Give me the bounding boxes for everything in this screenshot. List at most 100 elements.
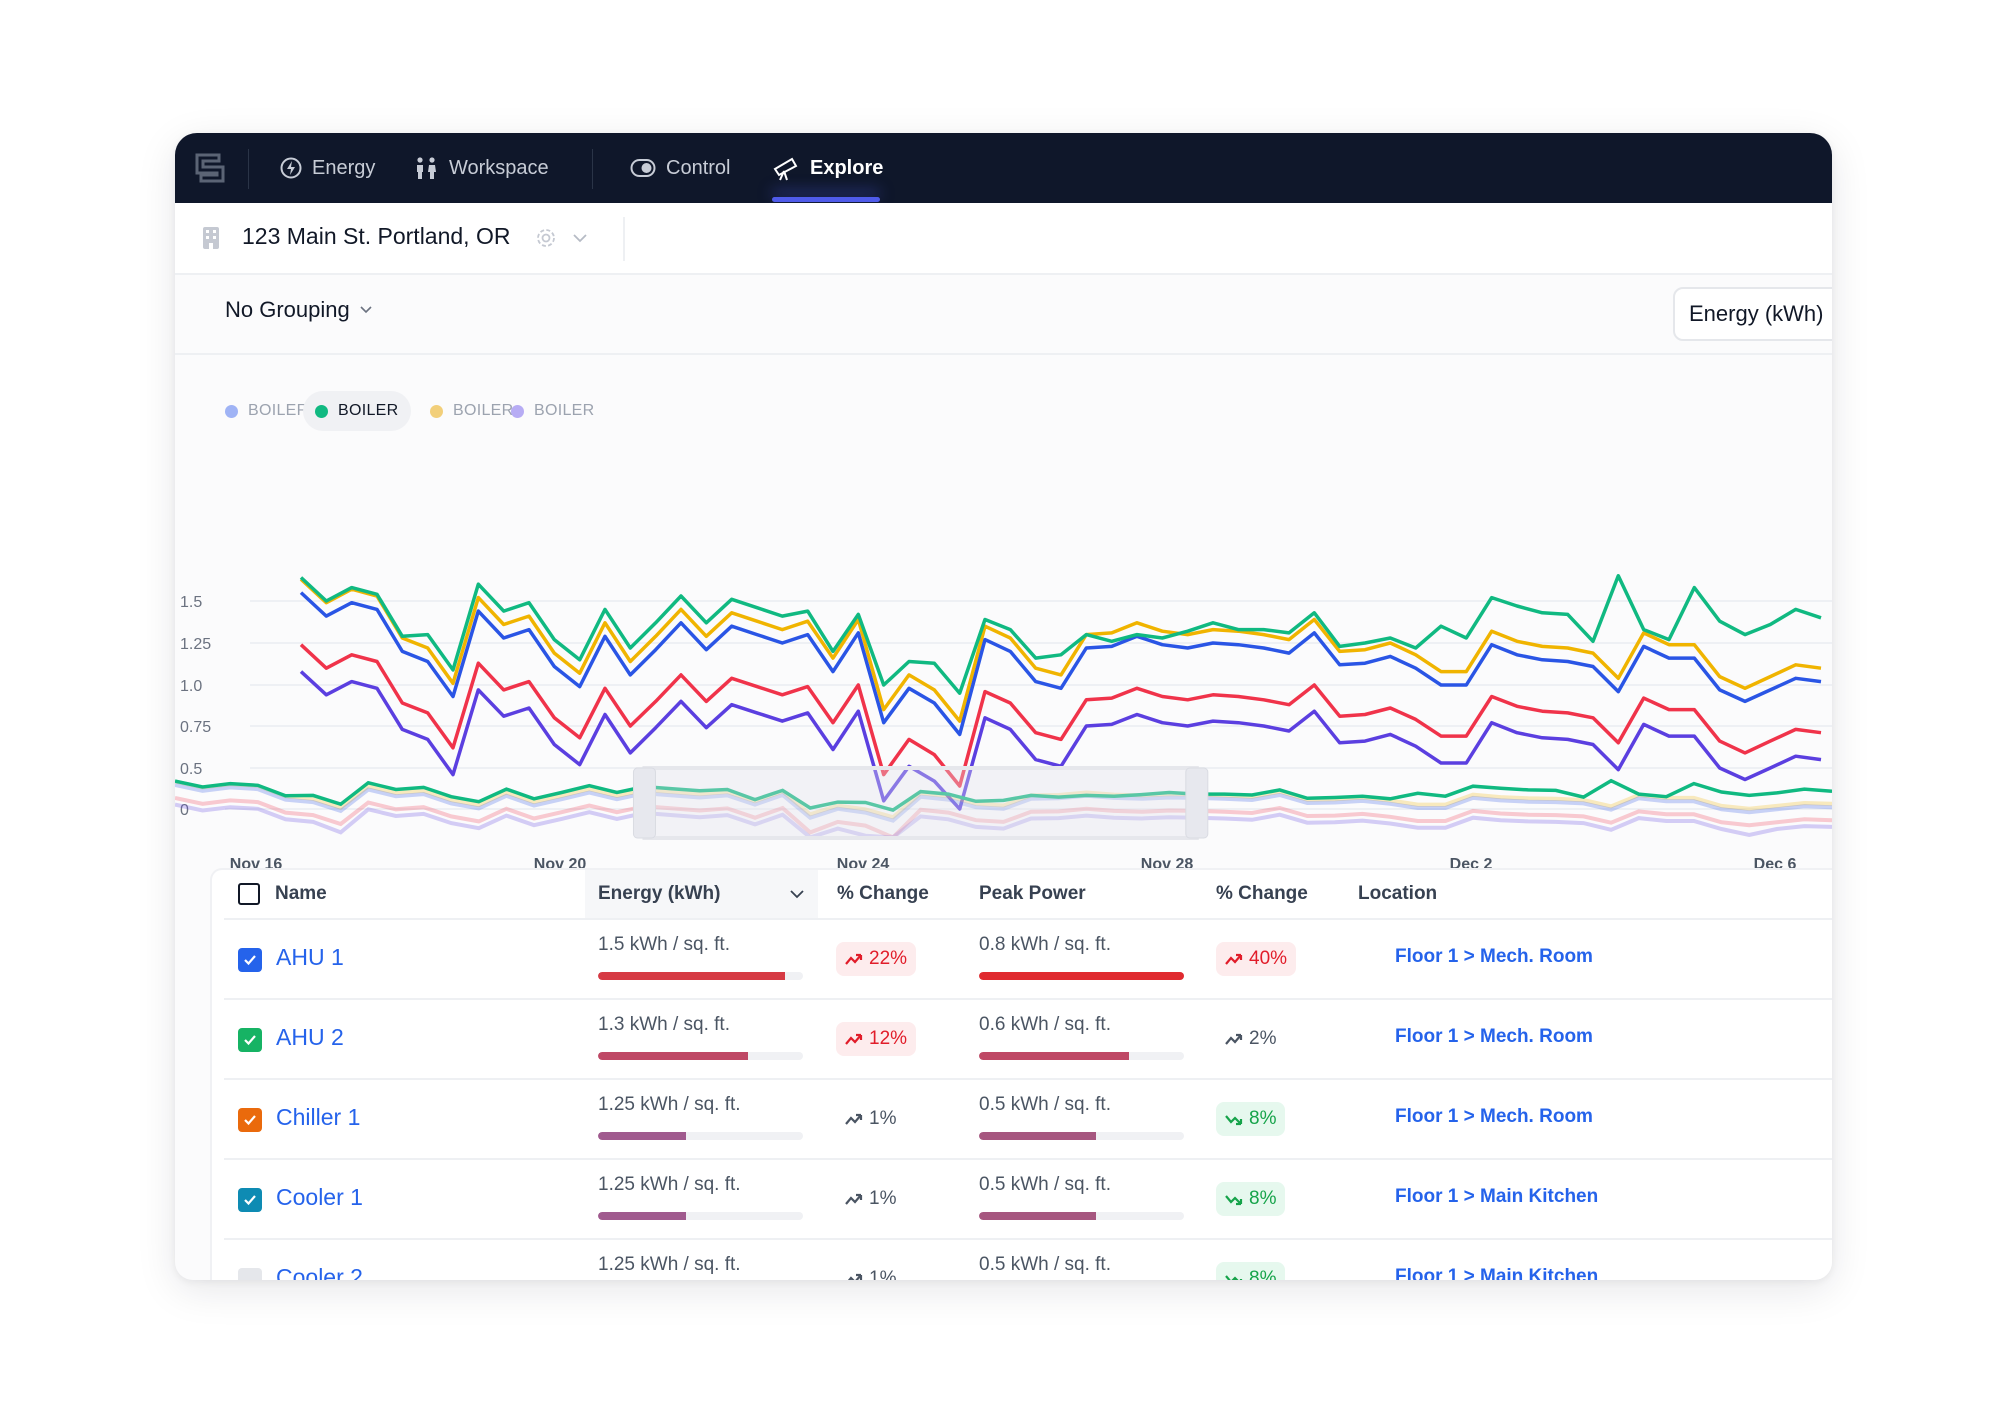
energy-value: 1.25 kWh / sq. ft. — [598, 1174, 741, 1195]
change-value: 12% — [869, 1028, 908, 1049]
location-link[interactable]: Floor 1 > Mech. Room — [1395, 946, 1593, 967]
energy-value: 1.3 kWh / sq. ft. — [598, 1014, 730, 1035]
change-value: 2% — [1249, 1028, 1277, 1049]
chevron-down-icon — [360, 306, 372, 314]
chevron-down-icon[interactable] — [573, 233, 587, 243]
series-line-4 — [299, 574, 1822, 695]
peak-change-badge: 40% — [1216, 942, 1297, 976]
trend-down-icon — [1225, 1194, 1243, 1205]
overview-line-1 — [175, 782, 1832, 823]
series-line-0 — [299, 577, 1822, 723]
table-row[interactable]: Cooler 2 1.25 kWh / sq. ft. 1% 0.5 kWh / sq… — [224, 1238, 1832, 1280]
nav-workspace[interactable]: Workspace — [413, 133, 549, 203]
brush-handle-left[interactable] — [632, 767, 656, 839]
grouping-dropdown[interactable]: No Grouping — [225, 297, 372, 323]
column-header-energy[interactable]: Energy (kWh) — [598, 883, 721, 904]
nav-explore[interactable]: Explore — [772, 133, 883, 203]
location-link[interactable]: Floor 1 > Mech. Room — [1395, 1106, 1593, 1127]
location-name[interactable]: 123 Main St. Portland, OR — [242, 223, 511, 249]
peak-value: 0.5 kWh / sq. ft. — [979, 1174, 1111, 1195]
top-nav: Energy Workspace Control Explore — [175, 133, 1832, 203]
logo-icon[interactable] — [193, 151, 227, 190]
row-name-link[interactable]: Cooler 2 — [276, 1264, 363, 1280]
energy-value: 1.5 kWh / sq. ft. — [598, 934, 730, 955]
toggle-icon — [630, 159, 656, 177]
peak-value: 0.8 kWh / sq. ft. — [979, 934, 1111, 955]
energy-bar — [598, 972, 803, 980]
telescope-icon — [773, 157, 798, 181]
row-checkbox[interactable] — [238, 1028, 262, 1052]
peak-value: 0.5 kWh / sq. ft. — [979, 1094, 1111, 1115]
energy-change-badge: 1% — [836, 1102, 905, 1136]
peak-value: 0.5 kWh / sq. ft. — [979, 1254, 1111, 1275]
y-tick-label: 1.0 — [180, 678, 202, 695]
series-line-2 — [299, 643, 1822, 788]
legend-label: BOILER — [534, 402, 595, 419]
row-checkbox[interactable] — [238, 1188, 262, 1212]
table-row[interactable]: AHU 2 1.3 kWh / sq. ft. 12% 0.6 kWh / sq. f… — [224, 998, 1832, 1080]
legend-item[interactable]: BOILER — [430, 391, 514, 431]
overview-line-3 — [175, 802, 1832, 840]
table-row[interactable]: Cooler 1 1.25 kWh / sq. ft. 1% 0.5 kWh / sq… — [224, 1158, 1832, 1240]
legend-swatch — [315, 404, 328, 418]
trend-up-icon — [845, 1033, 863, 1045]
change-value: 40% — [1249, 948, 1288, 969]
column-header-peak-change[interactable]: % Change — [1216, 883, 1308, 904]
overview-chart[interactable] — [175, 760, 1832, 855]
table-row[interactable]: Chiller 1 1.25 kWh / sq. ft. 1% 0.5 kWh / s… — [224, 1078, 1832, 1160]
metric-selector[interactable]: Energy (kWh) — [1673, 287, 1832, 341]
trend-up-icon — [845, 953, 863, 965]
column-header-energy-change[interactable]: % Change — [837, 883, 929, 904]
peak-change-badge: 8% — [1216, 1102, 1286, 1136]
row-checkbox[interactable] — [238, 1268, 262, 1280]
active-tab-indicator — [772, 197, 880, 202]
column-header-name[interactable]: Name — [275, 883, 327, 904]
row-name-link[interactable]: Cooler 1 — [276, 1184, 363, 1210]
trend-down-icon — [1225, 1114, 1243, 1125]
y-tick-label: 0.5 — [180, 761, 202, 778]
energy-bar — [598, 1212, 803, 1220]
legend-item[interactable]: BOILER — [225, 391, 309, 431]
legend-item[interactable]: BOILER — [303, 391, 411, 431]
brush-handle-right[interactable] — [1185, 767, 1209, 839]
legend-label: BOILER — [338, 402, 399, 419]
row-name-link[interactable]: Chiller 1 — [276, 1104, 361, 1130]
nav-label: Explore — [810, 156, 884, 179]
table-row[interactable]: AHU 1 1.5 kWh / sq. ft. 22% 0.8 kWh / sq. f… — [224, 918, 1832, 1000]
legend-label: BOILER — [453, 402, 514, 419]
row-checkbox[interactable] — [238, 948, 262, 972]
peak-bar — [979, 1132, 1184, 1140]
trend-up-icon — [845, 1193, 863, 1205]
location-link[interactable]: Floor 1 > Main Kitchen — [1395, 1266, 1599, 1280]
check-icon — [244, 1115, 256, 1126]
legend-swatch — [430, 404, 443, 418]
toolbar: No Grouping Energy (kWh) — [175, 275, 1832, 355]
energy-bar-fill — [598, 1212, 687, 1220]
location-link[interactable]: Floor 1 > Main Kitchen — [1395, 1186, 1599, 1207]
check-icon — [244, 1195, 256, 1206]
nav-energy[interactable]: Energy — [280, 133, 375, 203]
row-name-link[interactable]: AHU 2 — [276, 1024, 344, 1050]
peak-bar — [979, 972, 1184, 980]
row-name-link[interactable]: AHU 1 — [276, 944, 344, 970]
legend-item[interactable]: BOILER — [511, 391, 595, 431]
y-tick-label: 0 — [180, 802, 189, 819]
change-value: 1% — [869, 1108, 897, 1129]
chevron-down-icon[interactable] — [790, 890, 804, 899]
legend-swatch — [225, 404, 238, 418]
gear-icon[interactable] — [535, 227, 557, 249]
row-checkbox[interactable] — [238, 1108, 262, 1132]
column-header-peak-power[interactable]: Peak Power — [979, 883, 1086, 904]
location-link[interactable]: Floor 1 > Mech. Room — [1395, 1026, 1593, 1047]
select-all-checkbox[interactable] — [238, 883, 260, 905]
app-window: Energy Workspace Control Explore 123 Mai… — [175, 133, 1832, 1280]
overview-line-2 — [175, 795, 1832, 840]
trend-up-icon — [847, 1273, 863, 1280]
overview-line-0 — [175, 779, 1832, 820]
grouping-label: No Grouping — [225, 297, 350, 322]
nav-control[interactable]: Control — [630, 133, 730, 203]
overview-brush[interactable] — [642, 766, 1199, 840]
check-icon — [244, 1035, 256, 1046]
column-header-location[interactable]: Location — [1358, 883, 1438, 904]
y-tick-label: 1.5 — [180, 594, 202, 611]
